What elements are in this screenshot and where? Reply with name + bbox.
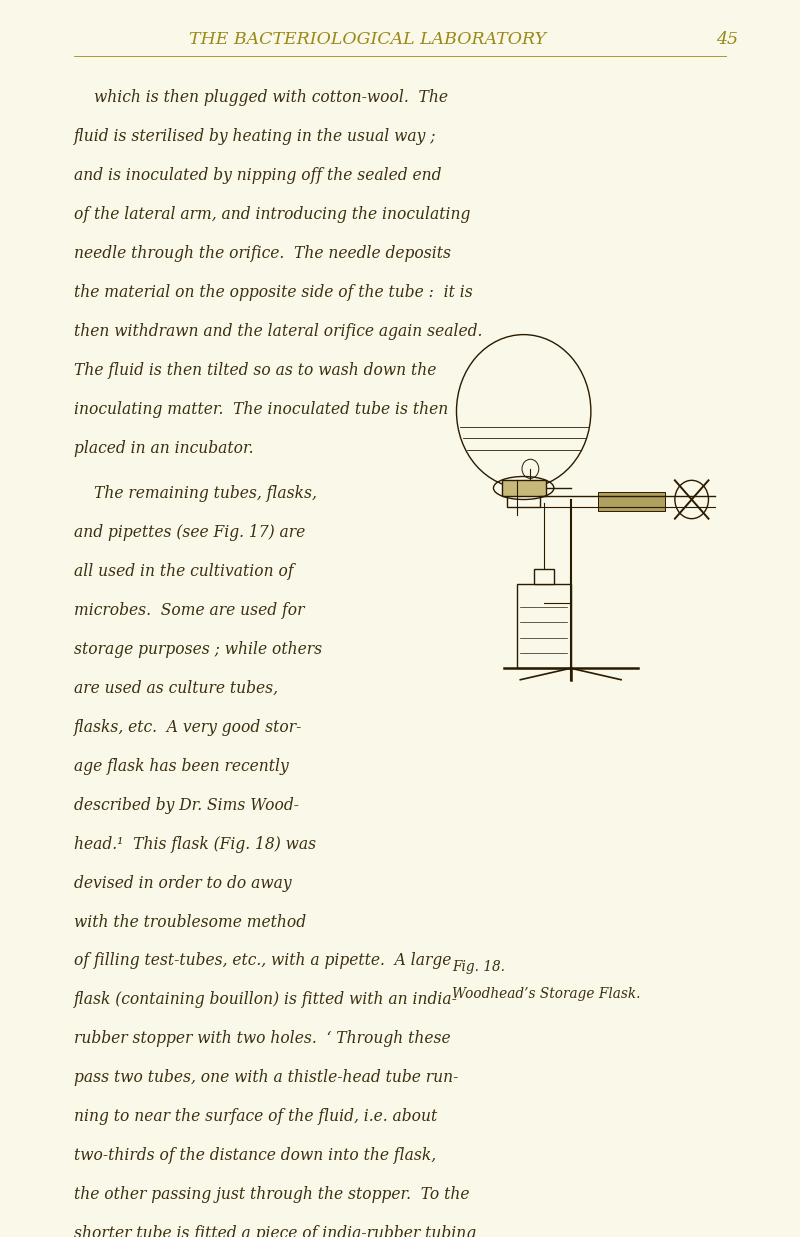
Bar [502,480,546,496]
Text: flasks, etc.  A very good stor-: flasks, etc. A very good stor- [74,719,302,736]
Text: and pipettes (see Fig. 17) are: and pipettes (see Fig. 17) are [74,523,305,541]
Bar [598,492,665,511]
Circle shape [457,335,591,487]
Text: with the troublesome method: with the troublesome method [74,913,306,930]
Text: all used in the cultivation of: all used in the cultivation of [74,563,294,580]
Text: are used as culture tubes,: are used as culture tubes, [74,679,278,696]
Text: Woodhead’s Storage Flask.: Woodhead’s Storage Flask. [452,987,641,1002]
Text: fluid is sterilised by heating in the usual way ;: fluid is sterilised by heating in the us… [74,127,436,145]
Text: microbes.  Some are used for: microbes. Some are used for [74,601,304,618]
Bar [507,484,541,507]
Text: inoculating matter.  The inoculated tube is then: inoculating matter. The inoculated tube … [74,401,448,418]
Text: two-thirds of the distance down into the flask,: two-thirds of the distance down into the… [74,1147,436,1164]
Text: the material on the opposite side of the tube :  it is: the material on the opposite side of the… [74,283,472,301]
Circle shape [522,459,539,479]
Text: the other passing just through the stopper.  To the: the other passing just through the stopp… [74,1186,469,1204]
Text: described by Dr. Sims Wood-: described by Dr. Sims Wood- [74,797,298,814]
Text: Fig. 18.: Fig. 18. [452,960,505,975]
Text: devised in order to do away: devised in order to do away [74,875,291,892]
Text: placed in an incubator.: placed in an incubator. [74,439,253,456]
Text: age flask has been recently: age flask has been recently [74,757,288,774]
Text: needle through the orifice.  The needle deposits: needle through the orifice. The needle d… [74,245,450,262]
Text: pass two tubes, one with a thistle-head tube run-: pass two tubes, one with a thistle-head … [74,1069,458,1086]
Text: flask (containing bouillon) is fitted with an india-: flask (containing bouillon) is fitted wi… [74,991,458,1008]
Text: The fluid is then tilted so as to wash down the: The fluid is then tilted so as to wash d… [74,361,436,379]
Bar [517,584,570,668]
Text: and is inoculated by nipping off the sealed end: and is inoculated by nipping off the sea… [74,167,441,184]
Text: THE BACTERIOLOGICAL LABORATORY: THE BACTERIOLOGICAL LABORATORY [190,31,546,48]
Text: 45: 45 [716,31,738,48]
Text: The remaining tubes, flasks,: The remaining tubes, flasks, [94,485,317,502]
Text: shorter tube is fitted a piece of india-rubber tubing: shorter tube is fitted a piece of india-… [74,1225,476,1237]
Text: of filling test-tubes, etc., with a pipette.  A large: of filling test-tubes, etc., with a pipe… [74,952,451,970]
Bar [534,569,554,584]
Text: which is then plugged with cotton-wool.  The: which is then plugged with cotton-wool. … [94,89,448,106]
Text: of the lateral arm, and introducing the inoculating: of the lateral arm, and introducing the … [74,205,470,223]
Text: rubber stopper with two holes.  ‘ Through these: rubber stopper with two holes. ‘ Through… [74,1030,450,1048]
Text: storage purposes ; while others: storage purposes ; while others [74,641,322,658]
Text: ning to near the surface of the fluid, i.e. about: ning to near the surface of the fluid, i… [74,1108,437,1126]
Text: head.¹  This flask (Fig. 18) was: head.¹ This flask (Fig. 18) was [74,835,316,852]
Text: then withdrawn and the lateral orifice again sealed.: then withdrawn and the lateral orifice a… [74,323,482,340]
